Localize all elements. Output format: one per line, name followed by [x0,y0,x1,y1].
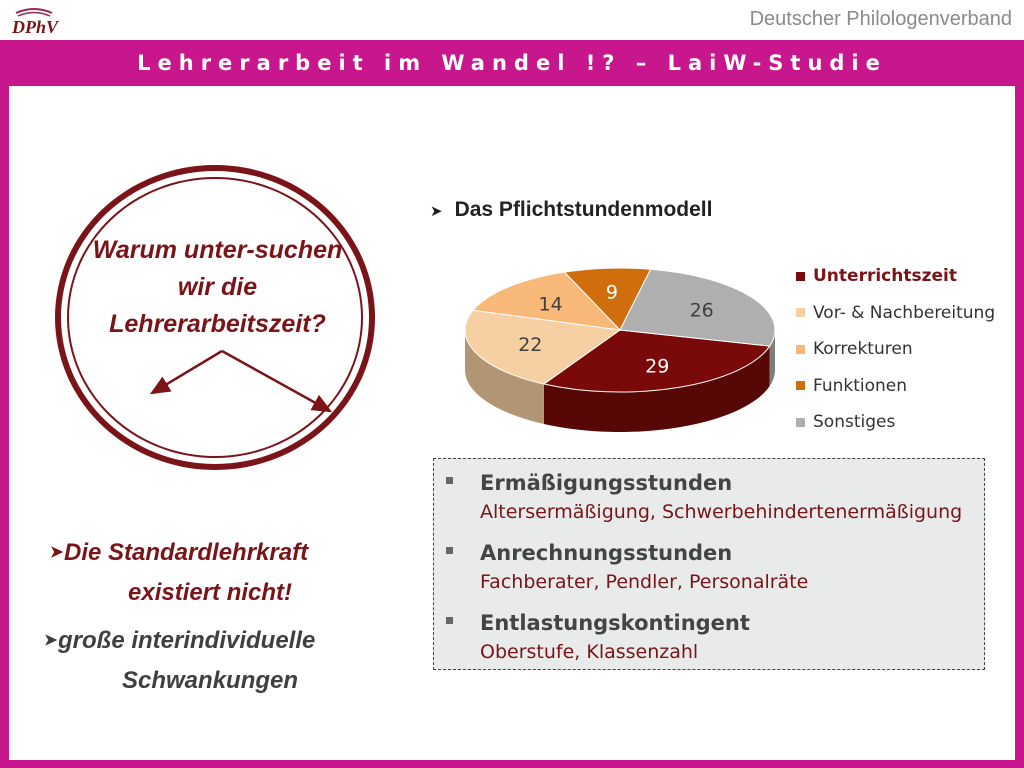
info-detail: Fachberater, Pendler, Personalräte [480,571,809,593]
info-detail: Altersermäßigung, Schwerbehindertenermäß… [480,501,963,523]
legend-swatch [796,344,805,354]
legend-label: Unterrichtszeit [813,266,957,287]
arrow-bullet-icon: ➤ [44,632,58,649]
legend-item: Unterrichtszeit [796,258,995,295]
arrow-bullet-icon: ➤ [50,544,64,561]
square-bullet-icon [446,547,453,554]
legend-item: Korrekturen [796,331,995,368]
organization-name: Deutscher Philologenverband [749,8,1012,30]
legend-label: Vor- & Nachbereitung [813,302,996,323]
title-bar: Lehrerarbeit im Wandel !? – LaiW-Studie [0,40,1024,86]
legend-item: Vor- & Nachbereitung [796,295,995,332]
info-box: Ermäßigungsstunden Altersermäßigung, Schw… [433,458,985,670]
variation-bullet: ➤ große interindividuelle [44,621,315,661]
pie-side-vor-nachbereitung [465,330,544,425]
pie-slice-sonstiges [619,268,776,347]
question-circle [55,165,375,470]
pie-label-vor-nachbereitung: 22 [518,334,542,356]
slide-title: Lehrerarbeit im Wandel !? – LaiW-Studie [137,51,887,75]
pie-label-korrekturen: 14 [539,293,563,315]
arrow-bullet-icon: ➤ [430,203,443,220]
info-title: Entlastungskontingent [480,611,750,635]
legend-label: Sonstiges [813,412,896,433]
info-title: Anrechnungsstunden [480,541,733,565]
pie-label-funktionen: 9 [606,282,618,304]
legend-swatch [796,381,805,391]
svg-text:DPhV: DPhV [11,17,60,37]
square-bullet-icon [446,617,453,624]
pie-slice-funktionen [563,267,652,331]
dphv-logo: DPhV [8,4,60,38]
bullet1-line1: Die Standardlehrkraft [64,539,309,566]
legend-item: Funktionen [796,368,995,405]
pie-label-unterrichtszeit: 29 [645,355,669,377]
bullet2-line1: große interindividuelle [58,627,316,654]
chart-heading-text: Das Pflichtstundenmodell [454,198,713,221]
legend-label: Funktionen [813,375,908,396]
legend-swatch [796,308,805,318]
bullet2-line2: Schwankungen [122,667,299,694]
split-arrows-icon [149,349,333,413]
pie-slice-vor-nachbereitung [464,309,622,385]
info-detail: Oberstufe, Klassenzahl [480,641,699,663]
question-circle-inner [67,177,363,458]
pie-slice-unterrichtszeit [542,329,771,393]
question-text: Warum unter-suchen wir die Lehrerarbeits… [92,236,343,338]
legend-swatch [796,417,805,427]
square-bullet-icon [446,477,453,484]
legend-label: Korrekturen [813,339,913,360]
legend-swatch [796,271,805,281]
standard-teacher-bullet: ➤ Die Standardlehrkraft [50,533,308,573]
info-title: Ermäßigungsstunden [480,471,733,495]
pie-side-unterrichtszeit [543,346,770,432]
pie-label-sonstiges: 26 [690,300,714,322]
bullet1-line2: existiert nicht! [128,579,293,606]
top-bar: DPhV Deutscher Philologenverband [0,0,1024,40]
chart-legend: Unterrichtszeit Vor- & Nachbereitung Korre… [796,258,995,441]
pie-slice-korrekturen [472,271,622,331]
chart-heading: ➤ Das Pflichtstundenmodell [430,198,712,222]
legend-item: Sonstiges [796,404,995,441]
pie-chart: 29 22 14 9 26 [464,267,776,432]
